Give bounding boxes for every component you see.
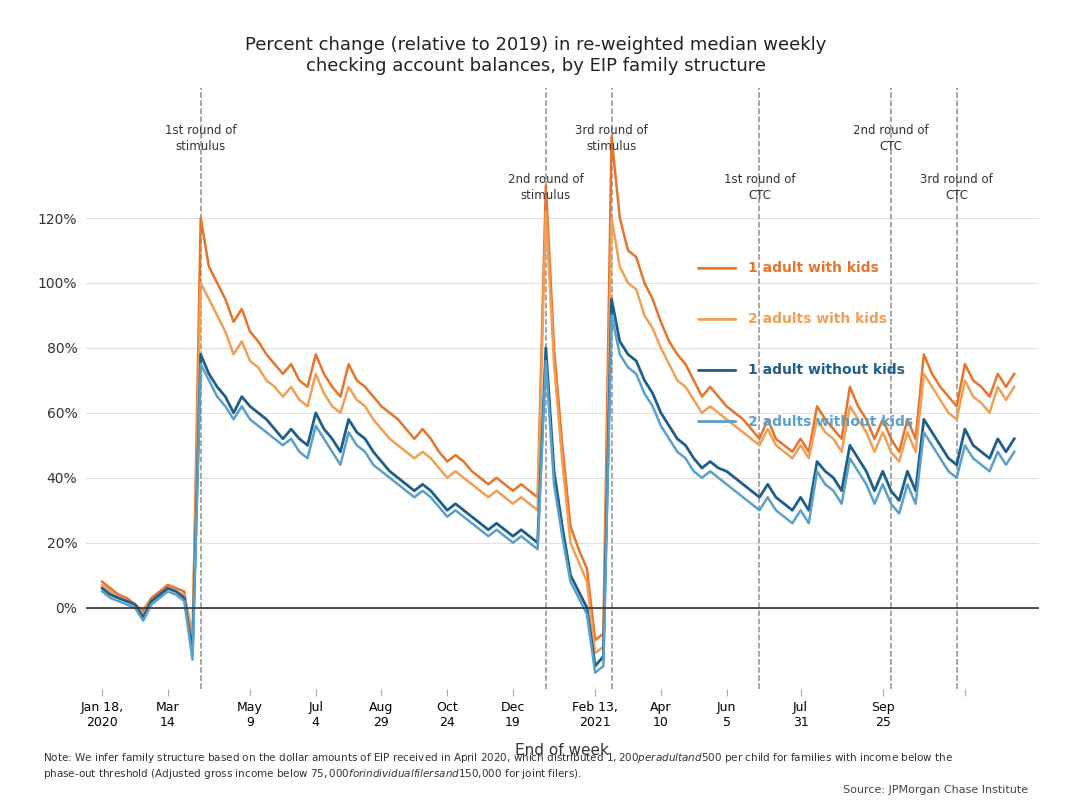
Text: Source: JPMorgan Chase Institute: Source: JPMorgan Chase Institute xyxy=(843,785,1028,795)
Text: 3rd round of
CTC: 3rd round of CTC xyxy=(920,173,993,202)
Text: 3rd round of
stimulus: 3rd round of stimulus xyxy=(575,124,648,153)
Text: 1 adult without kids: 1 adult without kids xyxy=(749,364,905,377)
Text: 2 adults with kids: 2 adults with kids xyxy=(749,312,887,326)
Text: 1st round of
stimulus: 1st round of stimulus xyxy=(165,124,237,153)
Text: Percent change (relative to 2019) in re-weighted median weekly
checking account : Percent change (relative to 2019) in re-… xyxy=(245,36,826,74)
Text: 2 adults without kids: 2 adults without kids xyxy=(749,415,914,429)
Text: 1st round of
CTC: 1st round of CTC xyxy=(724,173,796,202)
Text: 2nd round of
CTC: 2nd round of CTC xyxy=(854,124,929,153)
Text: Note: We infer family structure based on the dollar amounts of EIP received in A: Note: We infer family structure based on… xyxy=(43,751,953,781)
Text: 1 adult with kids: 1 adult with kids xyxy=(749,261,879,276)
X-axis label: End of week: End of week xyxy=(515,743,609,759)
Text: 2nd round of
stimulus: 2nd round of stimulus xyxy=(508,173,584,202)
